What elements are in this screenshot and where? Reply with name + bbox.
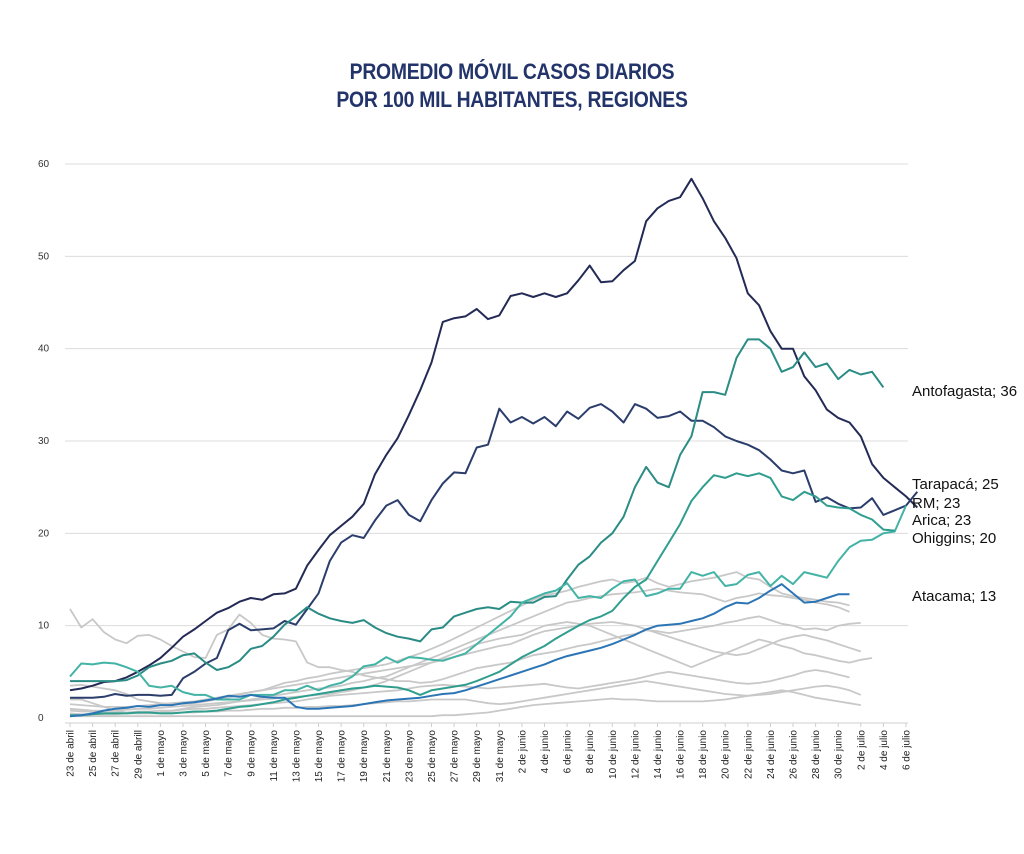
- x-axis: 23 de abril 25 de abril 27 de abril 29 de a…: [65, 722, 913, 783]
- y-tick-label: 10: [38, 621, 50, 632]
- x-tick-label: 23 de abril: [66, 730, 77, 777]
- x-tick-label: 27 de abril: [111, 730, 122, 777]
- x-tick-label: 5 de mayo: [201, 730, 212, 777]
- x-tick-label: 29 de mayo: [472, 730, 483, 783]
- y-tick-label: 30: [38, 436, 50, 447]
- x-tick-label: 21 de mayo: [382, 730, 393, 783]
- end-label-atacama: Atacama; 13: [912, 588, 996, 605]
- x-tick-label: 14 de junio: [653, 730, 664, 779]
- x-tick-label: 12 de junio: [630, 730, 641, 779]
- y-axis-ticks: 0 10 20 30 40 50 60: [38, 159, 50, 724]
- series-line-gris-8: [70, 689, 861, 718]
- x-tick-label: 24 de junio: [766, 730, 777, 779]
- x-tick-label: 6 de julio: [902, 730, 913, 770]
- series-line-arica: [69, 505, 907, 701]
- end-label-rm: RM; 23: [912, 495, 960, 512]
- gridlines: [65, 163, 908, 627]
- y-tick-label: 60: [38, 159, 50, 170]
- x-tick-label: 31 de mayo: [495, 730, 506, 783]
- series-line-gris-1: [69, 608, 861, 684]
- x-tick-label: 6 de junio: [563, 730, 574, 774]
- x-tick-label: 4 de junio: [540, 730, 551, 774]
- end-label-ohiggins: Ohiggins; 20: [912, 530, 996, 547]
- series-line-gris-2: [69, 571, 850, 705]
- x-tick-label: 18 de junio: [698, 730, 709, 779]
- series-line-rm: [69, 177, 919, 692]
- end-label-tarapac-: Tarapacá; 25: [912, 476, 999, 493]
- x-tick-label: 25 de mayo: [427, 730, 438, 783]
- series-line-ohiggins: [70, 472, 895, 717]
- x-tick-label: 13 de mayo: [291, 730, 302, 783]
- y-tick-label: 20: [38, 528, 50, 539]
- series-line-gris-3: [70, 587, 850, 715]
- x-tick-label: 23 de mayo: [404, 730, 415, 783]
- x-tick-label: 11 de mayo: [269, 730, 280, 782]
- x-tick-label: 30 de junio: [834, 730, 845, 779]
- x-tick-label: 27 de mayo: [450, 730, 461, 783]
- series-line-gris-5: [69, 621, 873, 712]
- x-tick-label: 10 de junio: [608, 730, 619, 779]
- chart-title-line-2: POR 100 MIL HABITANTES, REGIONES: [336, 87, 688, 112]
- x-tick-label: 8 de junio: [585, 730, 596, 774]
- x-tick-label: 17 de mayo: [337, 730, 348, 783]
- y-tick-label: 50: [38, 251, 50, 262]
- x-tick-label: 7 de mayo: [224, 730, 235, 777]
- x-tick-label: 15 de mayo: [314, 730, 325, 783]
- x-tick-label: 3 de mayo: [178, 730, 189, 777]
- series-line-tarapac-: [70, 403, 919, 699]
- x-tick-label: 9 de mayo: [246, 730, 257, 777]
- x-tick-label: 22 de junio: [743, 730, 754, 779]
- x-tick-label: 4 de julio: [879, 730, 890, 770]
- series-line-atacama: [69, 583, 850, 718]
- y-tick-label: 0: [38, 713, 44, 724]
- x-tick-label: 25 de abril: [88, 730, 99, 777]
- series-line-antofagasta: [70, 338, 885, 683]
- highlighted-series: [69, 177, 919, 718]
- x-tick-label: 28 de junio: [811, 730, 822, 779]
- x-tick-label: 1 de mayo: [156, 730, 167, 777]
- x-tick-label: 20 de junio: [721, 730, 732, 779]
- y-tick-label: 40: [38, 344, 50, 355]
- x-tick-label: 19 de mayo: [359, 730, 370, 783]
- end-label-arica: Arica; 23: [912, 512, 971, 529]
- end-label-antofagasta: Antofagasta; 36: [912, 383, 1017, 400]
- series-end-labels: RM; 23 Tarapacá; 25 Antofagasta; 36 Arica; …: [912, 383, 1017, 605]
- x-tick-label: 16 de junio: [676, 730, 687, 779]
- x-tick-label: 26 de junio: [789, 730, 800, 779]
- x-tick-label: 2 de julio: [856, 730, 867, 770]
- x-tick-label: 29 de abrill: [133, 730, 144, 779]
- chart-title: PROMEDIO MÓVIL CASOS DIARIOS POR 100 MIL…: [61, 58, 962, 114]
- chart-title-line-1: PROMEDIO MÓVIL CASOS DIARIOS: [349, 59, 675, 84]
- x-tick-label: 2 de junio: [517, 730, 528, 774]
